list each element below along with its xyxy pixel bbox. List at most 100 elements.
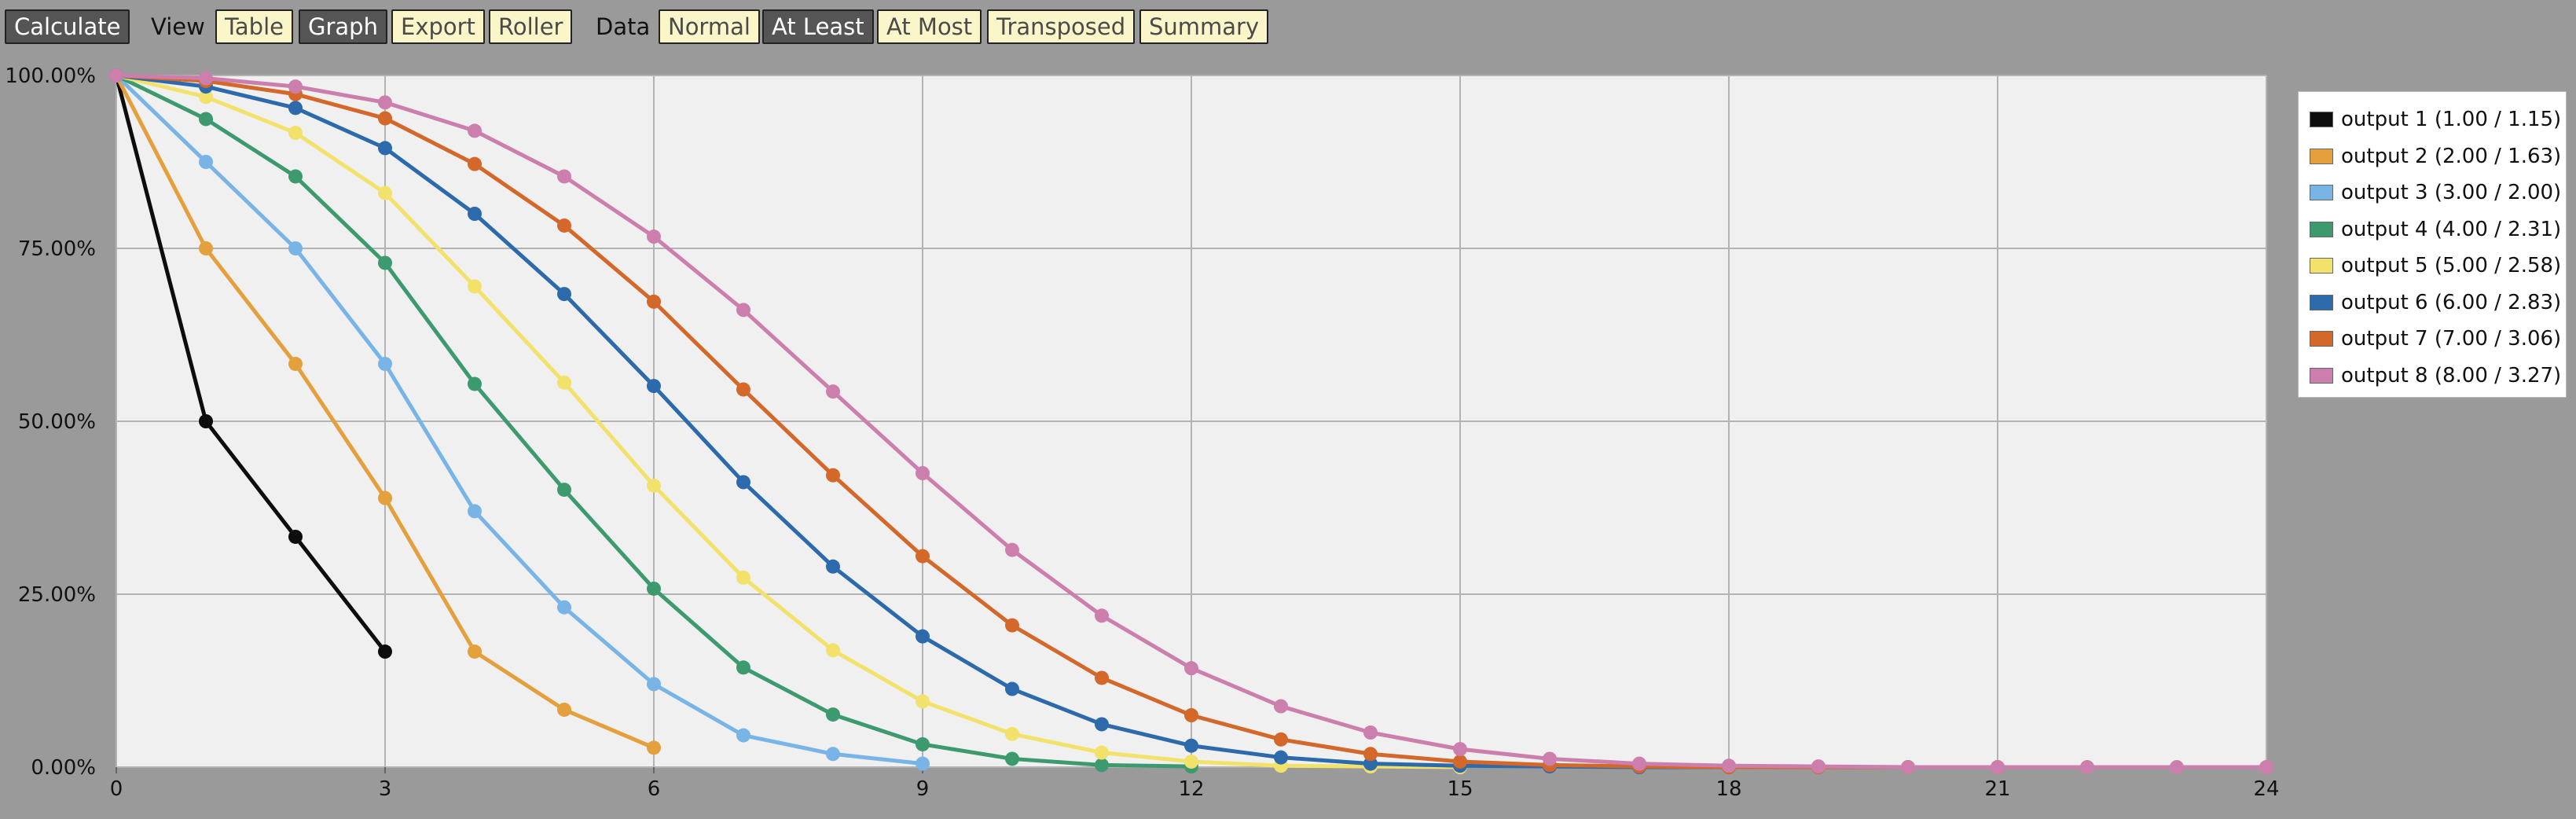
data-point — [468, 645, 482, 659]
legend-item[interactable]: output 3 (3.00 / 2.00) — [2299, 174, 2566, 211]
legend-label: output 3 (3.00 / 2.00) — [2341, 181, 2562, 205]
legend-item[interactable]: output 5 (5.00 / 2.58) — [2299, 248, 2566, 285]
view-table-button[interactable]: Table — [215, 9, 293, 44]
data-point — [378, 645, 392, 659]
series-line-3 — [115, 74, 923, 766]
data-point — [2259, 760, 2273, 774]
data-point — [736, 303, 750, 318]
data-point — [1274, 750, 1288, 765]
view-roller-button[interactable]: Roller — [489, 9, 573, 44]
data-point — [916, 629, 930, 644]
legend-item[interactable]: output 6 (6.00 / 2.83) — [2299, 285, 2566, 321]
data-point — [736, 382, 750, 397]
data-summary-button[interactable]: Summary — [1139, 9, 1269, 44]
data-point — [1274, 732, 1288, 747]
data-point — [736, 570, 750, 585]
legend-item[interactable]: output 2 (2.00 / 1.63) — [2299, 138, 2566, 175]
data-point — [736, 475, 750, 490]
legend-item[interactable]: output 1 (1.00 / 1.15) — [2299, 101, 2566, 138]
data-at-least-button[interactable]: At Least — [762, 9, 874, 44]
data-point — [1184, 754, 1198, 769]
data-point — [378, 111, 392, 126]
legend-label: output 1 (1.00 / 1.15) — [2341, 108, 2562, 132]
data-point — [826, 468, 840, 483]
data-point — [288, 529, 303, 544]
series-line-7 — [116, 73, 1998, 769]
data-point — [826, 747, 840, 762]
data-point — [288, 169, 303, 184]
data-point — [826, 559, 840, 574]
toolbar: Calculate View Table Graph Export Roller… — [0, 0, 2576, 55]
data-point — [557, 375, 571, 390]
data-point — [1363, 725, 1378, 740]
y-tick-label: 100.00% — [5, 64, 96, 88]
data-point — [288, 101, 303, 116]
legend-label: output 4 (4.00 / 2.31) — [2341, 217, 2562, 241]
legend-swatch — [2310, 367, 2333, 384]
x-tick-label: 9 — [916, 777, 930, 801]
legend-item[interactable]: output 4 (4.00 / 2.31) — [2299, 211, 2566, 248]
legend-label: output 2 (2.00 / 1.63) — [2341, 144, 2562, 168]
x-tick-label: 12 — [1178, 777, 1204, 801]
legend-item[interactable]: output 7 (7.00 / 3.06) — [2299, 321, 2566, 358]
data-point — [468, 123, 482, 138]
data-transposed-button[interactable]: Transposed — [987, 9, 1136, 44]
data-point — [647, 677, 661, 692]
legend-swatch — [2310, 112, 2333, 128]
data-point — [199, 71, 213, 86]
calculate-button[interactable]: Calculate — [5, 9, 130, 44]
x-tick-label: 3 — [379, 777, 392, 801]
legend-swatch — [2310, 258, 2333, 274]
legend: output 1 (1.00 / 1.15) output 2 (2.00 / 1… — [2298, 91, 2567, 398]
legend-swatch — [2310, 185, 2333, 201]
data-point — [557, 702, 571, 717]
legend-item[interactable]: output 8 (8.00 / 3.27) — [2299, 358, 2566, 395]
data-point — [1363, 747, 1378, 762]
series-line-5 — [116, 73, 1461, 769]
data-at-most-button[interactable]: At Most — [877, 9, 982, 44]
data-point — [2080, 760, 2094, 774]
y-tick-label: 50.00% — [18, 410, 96, 434]
data-point — [1811, 759, 1826, 774]
data-point — [1184, 661, 1198, 676]
data-point — [736, 728, 750, 743]
data-point — [378, 141, 392, 156]
view-export-button[interactable]: Export — [391, 9, 485, 44]
data-point — [468, 504, 482, 519]
y-tick-label: 75.00% — [18, 237, 96, 261]
data-point — [1005, 751, 1019, 766]
data-point — [288, 356, 303, 371]
data-point — [288, 241, 303, 255]
data-point — [1005, 542, 1019, 557]
data-point — [826, 643, 840, 658]
data-point — [1274, 699, 1288, 714]
data-point — [916, 466, 930, 480]
data-point — [916, 549, 930, 564]
data-point — [647, 230, 661, 244]
data-point — [557, 218, 571, 233]
data-point — [1095, 670, 1109, 685]
data-point — [199, 241, 213, 255]
y-tick-label: 0.00% — [31, 756, 96, 780]
data-point — [1543, 751, 1557, 766]
data-point — [647, 478, 661, 493]
data-point — [468, 376, 482, 391]
data-point — [736, 660, 750, 675]
data-point — [1005, 681, 1019, 696]
x-tick-label: 18 — [1715, 777, 1741, 801]
data-label: Data — [596, 13, 651, 40]
data-point — [557, 287, 571, 302]
data-point — [916, 756, 930, 771]
data-point — [1453, 754, 1467, 769]
legend-swatch — [2310, 148, 2333, 164]
x-tick-label: 15 — [1447, 777, 1473, 801]
x-tick-label: 6 — [648, 777, 661, 801]
data-point — [378, 95, 392, 110]
data-point — [557, 169, 571, 184]
data-point — [1363, 756, 1378, 771]
data-normal-button[interactable]: Normal — [659, 9, 760, 44]
view-graph-button[interactable]: Graph — [299, 9, 387, 44]
series-group — [109, 68, 2273, 774]
data-point — [1095, 608, 1109, 623]
